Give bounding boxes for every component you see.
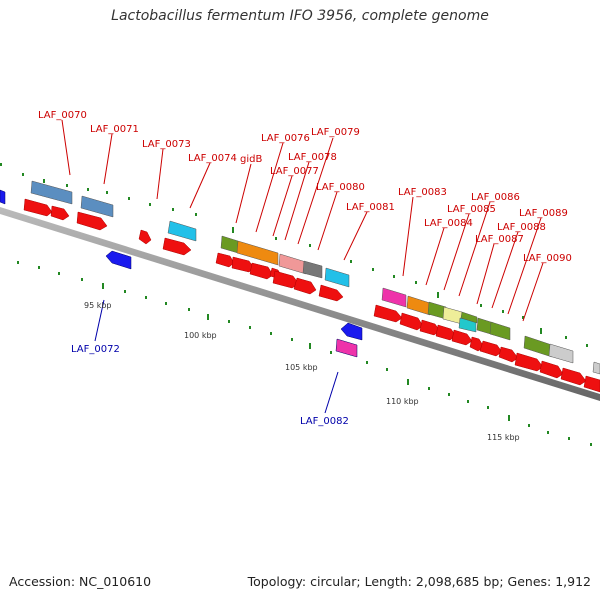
- gene-label: LAF_0090: [523, 253, 572, 264]
- gene-label-reverse: LAF_0082: [300, 416, 349, 427]
- cds-arrow: [293, 277, 317, 295]
- cds-arrow: [498, 346, 519, 363]
- genome-backbone: [0, 207, 600, 401]
- cds-arrow: [162, 237, 192, 256]
- forward-cds-track: [23, 198, 600, 393]
- cds-arrow: [23, 198, 53, 217]
- gene-label: LAF_0073: [142, 139, 191, 150]
- gene-label: LAF_0083: [398, 187, 447, 198]
- gene-bar-gidb: [220, 235, 239, 254]
- reverse-label-lines: [94, 299, 339, 414]
- gene-label: LAF_0078: [288, 152, 337, 163]
- scale-label: 105 kbp: [285, 363, 318, 372]
- gene-bar-laf-0084: [406, 295, 431, 316]
- gene-label-reverse: LAF_0072: [71, 344, 120, 355]
- cds-arrow-reverse: [340, 322, 363, 341]
- gene-label: LAF_0074: [188, 153, 237, 164]
- gene-label: LAF_0084: [424, 218, 473, 229]
- cds-arrow: [50, 205, 70, 221]
- cds-arrow: [138, 229, 152, 245]
- gene-bar-next: [548, 343, 574, 364]
- gene-bar-laf-0070: [30, 180, 73, 205]
- gene-label: LAF_0089: [519, 208, 568, 219]
- cds-arrow: [560, 367, 587, 386]
- reverse-cds-track: [0, 189, 363, 358]
- scale-label: 95 kbp: [84, 301, 112, 310]
- cds-arrow: [76, 211, 108, 231]
- gene-feature-track: [30, 180, 600, 375]
- upper-tick-row: [0, 163, 588, 347]
- cds-arrow: [583, 375, 600, 393]
- cds-arrow-reverse: [0, 189, 6, 205]
- gene-bar-laf-0080: [324, 267, 350, 288]
- gene-label: LAF_0086: [471, 192, 520, 203]
- cds-arrow-reverse: [105, 250, 132, 270]
- cds-arrow: [399, 312, 424, 331]
- gene-bar-laf-0076: [236, 240, 279, 266]
- cds-arrow: [539, 360, 564, 379]
- gene-bar-laf-0089: [489, 321, 511, 341]
- cds-arrow: [249, 262, 274, 280]
- gene-label: LAF_0079: [311, 127, 360, 138]
- accession-text: Accession: NC_010610: [9, 574, 152, 589]
- gene-bar-laf-0083: [381, 287, 407, 308]
- gene-label: LAF_0081: [346, 202, 395, 213]
- scale-label: 115 kbp: [487, 433, 520, 442]
- gene-bar-laf-0090: [523, 335, 553, 358]
- gene-bar-laf-0088a: [460, 311, 478, 324]
- cds-arrow: [514, 352, 544, 372]
- gene-label: LAF_0088: [497, 222, 546, 233]
- gene-label: LAF_0077: [270, 166, 319, 177]
- gene-bar-laf-0074: [167, 220, 197, 242]
- lower-tick-row: [17, 261, 592, 446]
- gene-label: LAF_0085: [447, 204, 496, 215]
- gene-bar-edge: [592, 361, 600, 375]
- scale-label: 110 kbp: [386, 397, 419, 406]
- gene-label: LAF_0080: [316, 182, 365, 193]
- cds-arrow: [373, 304, 403, 323]
- cds-arrow: [215, 252, 235, 268]
- cds-arrow: [451, 329, 473, 346]
- cds-arrow: [318, 284, 344, 302]
- gene-bar-laf-0071: [80, 195, 114, 218]
- map-title: Lactobacillus fermentum IFO 3956, comple…: [111, 8, 489, 24]
- gene-label: LAF_0071: [90, 124, 139, 135]
- topology-summary: Topology: circular; Length: 2,098,685 bp…: [247, 574, 591, 589]
- forward-label-lines: [61, 119, 544, 322]
- cds-arrow: [479, 340, 503, 357]
- scale-label: 100 kbp: [184, 331, 217, 340]
- gene-label: gidB: [240, 154, 262, 165]
- gene-bar-laf-0082: [335, 338, 358, 358]
- gene-bar-laf-0079: [302, 260, 323, 279]
- gene-label: LAF_0070: [38, 110, 87, 121]
- gene-label: LAF_0087: [475, 234, 524, 245]
- gene-bar-laf-0086: [442, 306, 463, 325]
- gene-bar-laf-0078: [278, 253, 307, 275]
- gene-label: LAF_0076: [261, 133, 310, 144]
